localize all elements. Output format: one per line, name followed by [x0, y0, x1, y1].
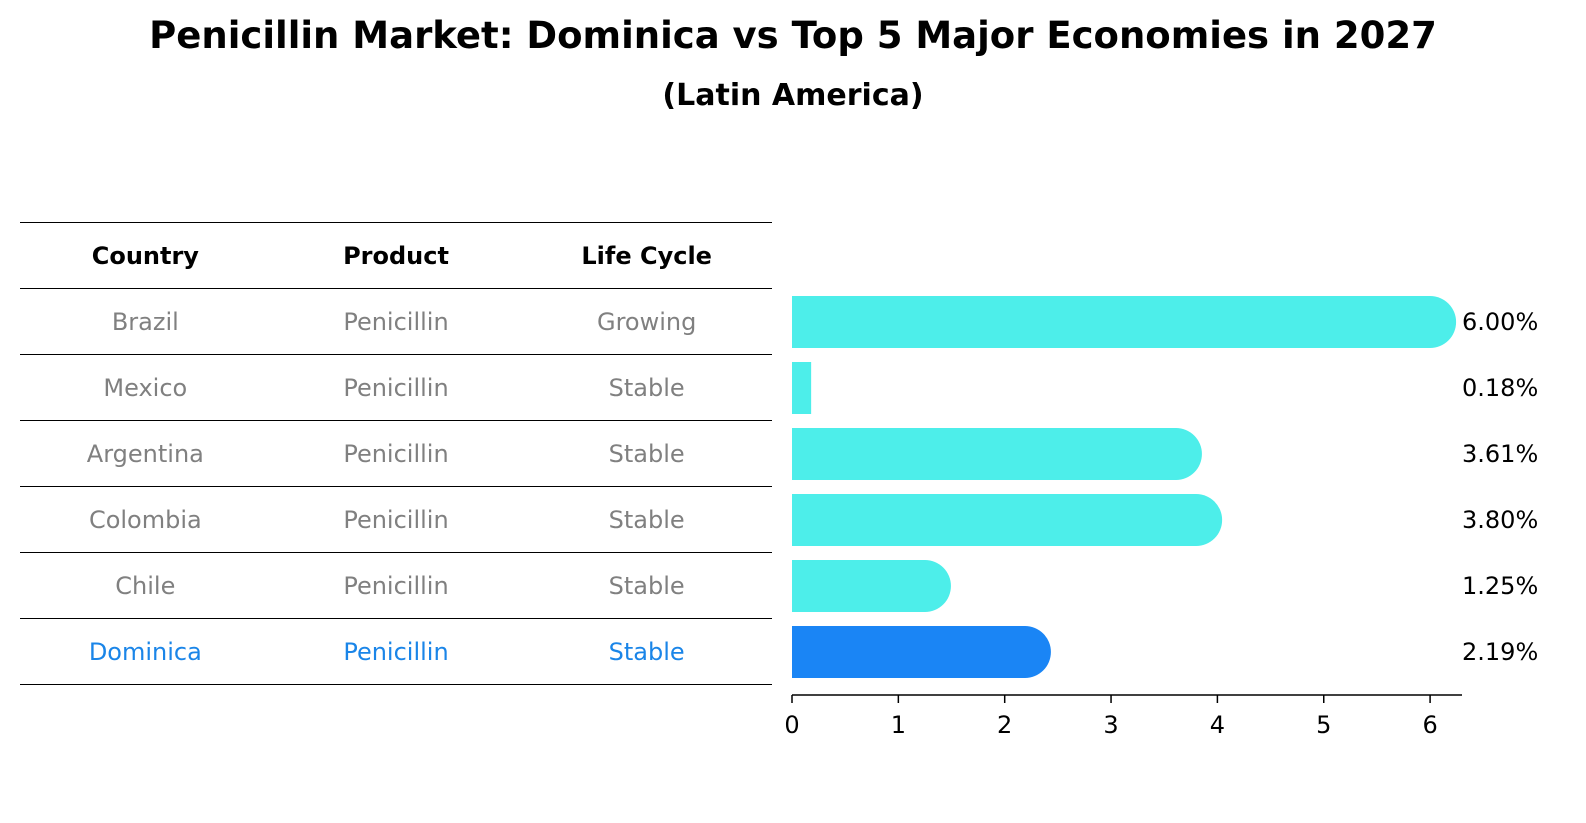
table-header-row: Country Product Life Cycle: [20, 223, 772, 289]
table-row: Brazil Penicillin Growing: [20, 289, 772, 355]
x-tick-label: 4: [1210, 711, 1225, 739]
cell-product: Penicillin: [343, 571, 449, 600]
bar-value-label: 3.80%: [1462, 506, 1538, 534]
data-table: Country Product Life Cycle Brazil Penici…: [20, 222, 772, 685]
cell-life-cycle: Stable: [608, 571, 685, 600]
table-row: Argentina Penicillin Stable: [20, 421, 772, 487]
bar-chart: 6.00% 0.18% 3.61% 3.80% 1.25% 2.19% 0 1 2 3 4 5 6: [784, 296, 1538, 739]
x-tick-label: 5: [1316, 711, 1331, 739]
chart-title: Penicillin Market: Dominica vs Top 5 Maj…: [149, 14, 1437, 57]
bar-value-label: 2.19%: [1462, 638, 1538, 666]
cell-life-cycle: Stable: [608, 373, 685, 402]
bar-value-label: 3.61%: [1462, 440, 1538, 468]
cell-life-cycle: Stable: [608, 637, 685, 666]
x-tick-label: 1: [891, 711, 906, 739]
bar-value-label: 1.25%: [1462, 572, 1538, 600]
cell-country: Argentina: [86, 439, 204, 468]
x-tick-label: 0: [784, 711, 799, 739]
cell-country: Mexico: [103, 373, 188, 402]
table-row: Mexico Penicillin Stable: [20, 355, 772, 421]
bar-mexico: [792, 362, 812, 414]
cell-product: Penicillin: [343, 373, 449, 402]
cell-life-cycle: Stable: [608, 439, 685, 468]
bar-dominica: [792, 626, 1051, 678]
header-country: Country: [91, 241, 199, 270]
table-row-highlighted: Dominica Penicillin Stable: [20, 619, 772, 685]
x-tick-label: 6: [1422, 711, 1437, 739]
x-tick-label: 3: [1103, 711, 1118, 739]
cell-country: Dominica: [88, 637, 202, 666]
table-row: Chile Penicillin Stable: [20, 553, 772, 619]
cell-life-cycle: Growing: [596, 307, 697, 336]
cell-product: Penicillin: [343, 637, 449, 666]
bar-argentina: [792, 428, 1202, 480]
cell-country: Chile: [115, 571, 176, 600]
cell-country: Brazil: [111, 307, 179, 336]
chart-subtitle: (Latin America): [662, 78, 924, 113]
cell-product: Penicillin: [343, 307, 449, 336]
bar-value-label: 6.00%: [1462, 308, 1538, 336]
header-life-cycle: Life Cycle: [581, 241, 712, 270]
bar-value-label: 0.18%: [1462, 374, 1538, 402]
bar-brazil: [792, 296, 1457, 348]
table-row: Colombia Penicillin Stable: [20, 487, 772, 553]
bar-chile: [792, 560, 951, 612]
cell-life-cycle: Stable: [608, 505, 685, 534]
cell-country: Colombia: [88, 505, 202, 534]
x-tick-label: 2: [997, 711, 1012, 739]
cell-product: Penicillin: [343, 505, 449, 534]
cell-product: Penicillin: [343, 439, 449, 468]
bar-colombia: [792, 494, 1223, 546]
header-product: Product: [343, 241, 449, 270]
